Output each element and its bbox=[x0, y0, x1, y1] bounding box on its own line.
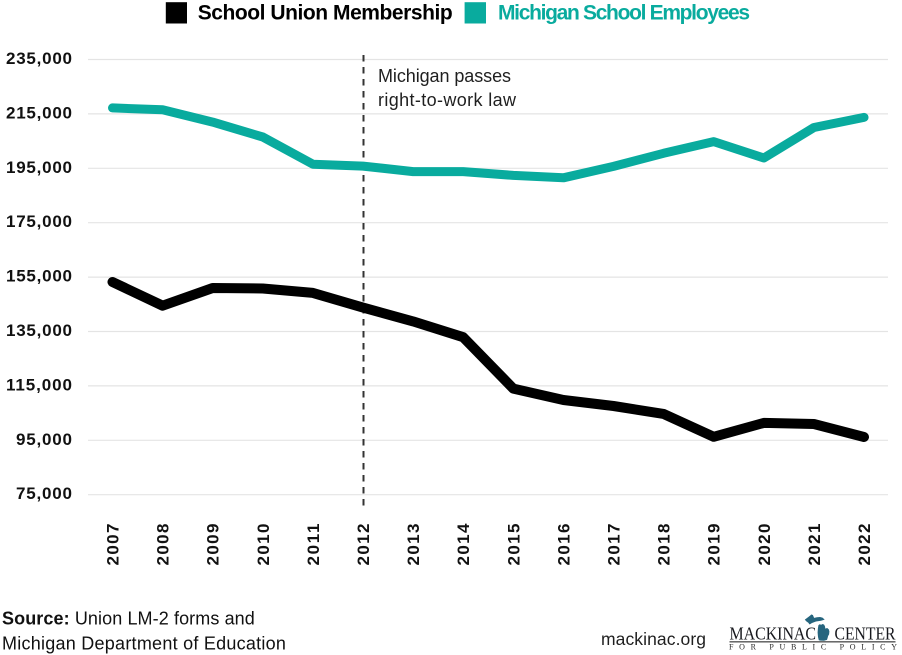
svg-text:2007: 2007 bbox=[104, 524, 123, 566]
svg-text:2011: 2011 bbox=[304, 524, 323, 566]
svg-text:2021: 2021 bbox=[805, 524, 824, 566]
svg-text:School Union Membership: School Union Membership bbox=[198, 2, 453, 25]
svg-text:Michigan passes: Michigan passes bbox=[378, 66, 511, 86]
svg-text:mackinac.org: mackinac.org bbox=[601, 629, 706, 649]
svg-text:2016: 2016 bbox=[554, 524, 573, 566]
svg-text:MACKINAC: MACKINAC bbox=[730, 624, 817, 644]
svg-text:2019: 2019 bbox=[705, 524, 724, 566]
svg-text:2017: 2017 bbox=[605, 524, 624, 566]
svg-text:2012: 2012 bbox=[354, 524, 373, 566]
svg-text:Michigan Department of Educati: Michigan Department of Education bbox=[2, 634, 286, 654]
svg-text:2020: 2020 bbox=[755, 524, 774, 566]
svg-text:Michigan School Employees: Michigan School Employees bbox=[498, 2, 750, 25]
svg-text:2008: 2008 bbox=[154, 524, 173, 566]
svg-text:CENTER: CENTER bbox=[835, 624, 896, 644]
svg-text:2013: 2013 bbox=[404, 524, 423, 566]
svg-text:75,000: 75,000 bbox=[16, 484, 72, 503]
svg-text:Source: Union LM-2 forms and: Source: Union LM-2 forms and bbox=[2, 609, 255, 629]
svg-text:2018: 2018 bbox=[655, 524, 674, 566]
svg-text:2022: 2022 bbox=[855, 524, 874, 566]
svg-text:FOR PUBLIC POLICY: FOR PUBLIC POLICY bbox=[729, 643, 897, 652]
svg-text:115,000: 115,000 bbox=[6, 375, 72, 394]
svg-text:2009: 2009 bbox=[204, 524, 223, 566]
svg-text:2010: 2010 bbox=[254, 524, 273, 566]
svg-text:195,000: 195,000 bbox=[6, 158, 72, 177]
svg-text:155,000: 155,000 bbox=[6, 267, 72, 286]
svg-text:135,000: 135,000 bbox=[6, 321, 72, 340]
svg-text:95,000: 95,000 bbox=[16, 430, 72, 449]
svg-text:right-to-work law: right-to-work law bbox=[378, 90, 517, 110]
svg-text:215,000: 215,000 bbox=[6, 103, 72, 122]
svg-text:175,000: 175,000 bbox=[6, 212, 72, 231]
svg-text:2014: 2014 bbox=[454, 523, 473, 566]
svg-text:2015: 2015 bbox=[504, 524, 523, 566]
svg-text:235,000: 235,000 bbox=[6, 49, 72, 68]
